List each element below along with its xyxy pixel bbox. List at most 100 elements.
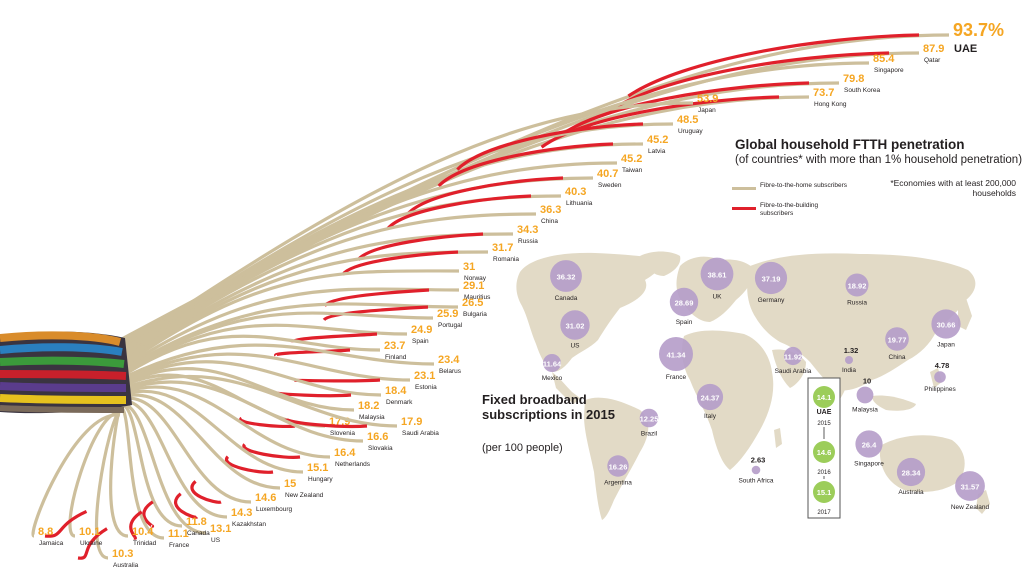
legend-fttb-label: Fibre-to-the-building subscribers (760, 202, 819, 217)
bubble-value-mexico: 11.64 (543, 360, 562, 369)
bubble-label-us: US (570, 343, 580, 350)
ftth-spoke-slovakia (119, 380, 364, 443)
value-label-qatar: 87.9 (923, 43, 944, 55)
uae-year-2016: 2016 (817, 470, 831, 476)
bubble-value-australia: 28.34 (902, 469, 922, 478)
country-label-uruguay: Uruguay (678, 128, 703, 135)
bubble-canada (550, 260, 582, 292)
value-label-uruguay: 48.5 (677, 114, 698, 126)
bubble-value-russia: 18.92 (848, 282, 867, 291)
fttb-segment-uruguay (456, 122, 644, 171)
value-label-us: 13.1 (210, 523, 231, 535)
country-label-jamaica: Jamaica (39, 540, 64, 547)
country-label-hungary: Hungary (308, 476, 333, 483)
ftth-spoke-netherlands (119, 385, 331, 459)
ftth-spoke-us (119, 401, 207, 535)
bubble-label-canada: Canada (555, 295, 578, 302)
bubble-argentina (607, 455, 629, 477)
ftth-spoke-japan (119, 101, 694, 352)
ftth-spoke-china (119, 212, 537, 364)
ftth-spoke-luxembourg (119, 396, 252, 504)
country-label-latvia: Latvia (648, 148, 666, 155)
value-label-kazakhstan: 14.3 (231, 507, 252, 519)
country-label-denmark: Denmark (386, 399, 413, 406)
ftth-spoke-portugal (119, 311, 434, 375)
bubble-value-india: 1.32 (844, 346, 859, 355)
ftth-spoke-kazakhstan (119, 399, 228, 519)
value-label-estonia: 23.1 (414, 370, 435, 382)
value-label-australia: 10.3 (112, 548, 133, 560)
bubble-mexico (543, 354, 561, 372)
bubble-label-india: India (842, 367, 856, 374)
country-label-netherlands: Netherlands (335, 461, 371, 468)
broadband-bubbles: 36.32 Canada 31.02 US 11.64 Mexico 38.61 UK 37.1… (542, 257, 990, 511)
fttb-segment-netherlands (242, 443, 301, 459)
country-label-qatar: Qatar (924, 57, 941, 64)
fttb-segment-hong-kong (540, 95, 780, 149)
legend-ftth-swatch (732, 187, 756, 190)
ftth-spokes: 93.7% UAE 87.9 Qatar 85.4 Singapore 79.8 South … (31, 20, 1004, 569)
ftth-spoke-finland (119, 334, 381, 379)
bubble-new-zealand (955, 471, 985, 501)
ftth-spoke-new-zealand (119, 393, 281, 490)
uae-inset-label: UAE (817, 409, 832, 416)
country-label-ukraine: Ukraine (80, 540, 103, 547)
country-label-lithuania: Lithuania (566, 200, 593, 207)
bubble-brazil (639, 408, 659, 428)
ftth-spoke-spain (119, 323, 408, 377)
bubble-value-canada: 36.32 (557, 273, 576, 282)
value-label-russia: 34.3 (517, 224, 538, 236)
fibre-cable (0, 331, 132, 414)
value-label-norway: 31 (463, 261, 475, 273)
bubble-label-germany: Germany (758, 297, 785, 304)
fttb-segment-romania (341, 250, 459, 276)
value-label-jamaica: 8.8 (38, 526, 53, 538)
fttb-segment-saudi-arabia (284, 417, 368, 429)
fttb-segment-bulgaria (322, 305, 429, 322)
value-label-spain: 24.9 (411, 324, 432, 336)
country-label-romania: Romania (493, 256, 519, 263)
value-label-latvia: 45.2 (647, 134, 668, 146)
bubble-value-uk: 38.61 (708, 271, 727, 280)
bubble-label-singapore: Singapore (854, 461, 884, 468)
value-label-romania: 31.7 (492, 242, 513, 254)
country-label-bulgaria: Bulgaria (463, 311, 487, 318)
country-label-singapore: Singapore (874, 67, 904, 74)
fttb-segment-uae (627, 33, 920, 98)
country-label-mauritius: Mauritius (464, 294, 491, 301)
bubble-label-japan: Japan (937, 342, 955, 349)
country-label-france: France (169, 542, 190, 549)
country-label-us: US (211, 537, 221, 544)
uae-bubble-2015 (813, 386, 835, 408)
country-label-finland: Finland (385, 354, 407, 361)
value-label-mauritius: 29.1 (463, 280, 484, 292)
bubble-value-brazil: 12.25 (640, 415, 659, 424)
fttb-segment-canada (142, 500, 155, 528)
bubble-value-singapore: 26.4 (862, 441, 877, 450)
uae-value-2016: 14.6 (817, 448, 832, 457)
fttb-segment-ukraine (44, 509, 88, 538)
fttb-segment-slovenia (239, 416, 296, 429)
bubble-value-italy: 24.37 (701, 394, 720, 403)
fttb-segment-finland (273, 348, 351, 358)
country-label-malaysia: Malaysia (359, 414, 385, 421)
bubble-china (885, 327, 909, 351)
value-label-new-zealand: 15 (284, 478, 296, 490)
bubble-value-spain: 28.69 (675, 299, 694, 308)
uae-inset: 14.1 2015 14.6 2016 15.1 2017 UAE (807, 377, 841, 519)
country-label-trinidad: Trinidad (133, 540, 157, 547)
value-label-uae: 93.7% (953, 20, 1004, 40)
value-label-lithuania: 40.3 (565, 186, 586, 198)
value-label-canada: 11.8 (186, 516, 207, 528)
country-label-taiwan: Taiwan (622, 167, 643, 174)
value-label-denmark: 18.4 (385, 385, 407, 397)
bubble-value-china: 19.77 (888, 336, 907, 345)
bubble-france (659, 337, 693, 371)
ftth-spoke-belarus (119, 343, 435, 381)
fttb-segment-luxembourg (190, 480, 222, 504)
fttb-segment-australia (77, 527, 108, 560)
country-label-new-zealand: New Zealand (285, 492, 324, 499)
bubble-value-us: 31.02 (566, 322, 585, 331)
country-label-japan: Japan (698, 107, 716, 114)
